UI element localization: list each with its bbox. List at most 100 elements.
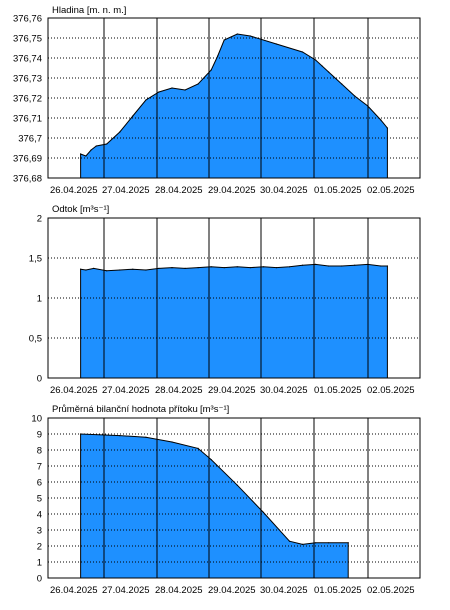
y-tick-label: 9 (37, 430, 42, 441)
x-tick-label: 29.04.2025 (208, 385, 256, 396)
data-point (184, 89, 186, 91)
data-point (380, 265, 382, 267)
data-point (386, 127, 388, 129)
x-tick-label: 27.04.2025 (102, 585, 150, 596)
data-point (315, 542, 317, 544)
data-point (171, 441, 173, 443)
data-point (93, 267, 95, 269)
y-tick-label: 376,68 (13, 174, 42, 185)
data-point (197, 447, 199, 449)
data-point (262, 511, 264, 513)
data-point (328, 265, 330, 267)
data-point (217, 55, 219, 57)
x-tick-label: 01.05.2025 (314, 185, 362, 196)
x-tick-label: 30.04.2025 (260, 385, 308, 396)
data-point (249, 267, 251, 269)
series-area (80, 433, 349, 579)
data-point (90, 149, 92, 151)
x-tick-label: 26.04.2025 (50, 185, 98, 196)
y-tick-label: 376,75 (13, 34, 42, 45)
data-point (236, 33, 238, 35)
y-tick-label: 1 (37, 558, 42, 569)
chart-panel-1: 376,68 376,69 376,7 376,71 376,72 376,73 376,7… (13, 5, 421, 196)
x-tick-label: 27.04.2025 (102, 385, 150, 396)
data-point (328, 542, 330, 544)
data-point (347, 542, 349, 544)
data-point (145, 436, 147, 438)
y-tick-label: 2 (37, 214, 42, 225)
data-point (210, 459, 212, 461)
data-point (119, 269, 121, 271)
data-point (95, 145, 97, 147)
data-point (119, 435, 121, 437)
data-point (119, 131, 121, 133)
y-tick-label: 5 (37, 494, 42, 505)
y-tick-label: 376,76 (13, 14, 42, 25)
y-tick-label: 7 (37, 462, 42, 473)
plot-frame (47, 17, 421, 179)
data-point (80, 153, 82, 155)
data-point (197, 83, 199, 85)
data-point (158, 91, 160, 93)
data-point (301, 264, 304, 266)
data-point (85, 155, 87, 157)
data-point (80, 268, 82, 270)
data-point (315, 263, 317, 265)
x-tick-label: 02.05.2025 (367, 185, 415, 196)
chart-unit: [m³s⁻¹] (200, 404, 229, 415)
y-tick-label: 8 (37, 446, 42, 457)
x-tick-label: 26.04.2025 (50, 585, 98, 596)
data-point (380, 119, 382, 121)
x-tick-label: 01.05.2025 (314, 585, 362, 596)
y-tick-label: 376,74 (13, 54, 42, 65)
data-point (210, 266, 212, 268)
chart-panel-3: 0 1 2 3 4 5 6 7 8 9 10 26.04.2025 27.04.2025 28.04.20… (31, 404, 421, 596)
data-point (236, 266, 238, 268)
y-tick-label: 376,7 (18, 134, 42, 145)
data-point (301, 543, 304, 546)
y-tick-label: 1 (37, 294, 42, 305)
data-point (106, 270, 108, 272)
data-point (386, 265, 388, 267)
y-tick-label: 4 (37, 510, 42, 521)
data-point (288, 540, 291, 542)
data-point (171, 87, 173, 89)
data-point (132, 268, 134, 270)
data-point (354, 264, 356, 266)
y-tick-label: 0 (37, 574, 42, 585)
y-tick-label: 376,69 (13, 154, 42, 165)
data-point (158, 267, 160, 269)
data-point (223, 267, 225, 269)
data-point (132, 115, 134, 117)
x-tick-label: 01.05.2025 (314, 385, 362, 396)
data-point (341, 265, 343, 267)
data-point (341, 83, 343, 85)
series-area (80, 263, 388, 379)
data-point (301, 51, 304, 53)
chart-title: Průměrná bilanční hodnota přítoku (52, 404, 198, 415)
y-tick-label: 6 (37, 478, 42, 489)
chart-panel-2: 0 0,5 1 1,5 2 26.04.2025 27.04.2025 28.04.2025 2… (29, 204, 421, 396)
x-tick-label: 02.05.2025 (367, 385, 415, 396)
data-point (275, 267, 277, 269)
data-point (80, 433, 82, 435)
data-point (210, 69, 212, 71)
chart-title: Odtok [m³s⁻¹] (52, 204, 109, 215)
data-point (171, 267, 173, 269)
y-tick-label: 376,71 (13, 114, 42, 125)
x-tick-label: 30.04.2025 (260, 185, 308, 196)
y-tick-label: 2 (37, 542, 42, 553)
y-tick-label: 3 (37, 526, 42, 537)
x-tick-label: 02.05.2025 (367, 585, 415, 596)
y-tick-label: 1,5 (29, 254, 42, 265)
series-area (80, 33, 388, 179)
y-tick-label: 10 (31, 414, 42, 425)
data-point (184, 267, 186, 269)
data-point (249, 35, 251, 37)
x-tick-label: 29.04.2025 (208, 585, 256, 596)
data-point (106, 143, 108, 145)
data-point (288, 266, 291, 268)
x-tick-label: 28.04.2025 (155, 385, 203, 396)
y-tick-label: 376,73 (13, 74, 42, 85)
x-tick-label: 28.04.2025 (155, 185, 203, 196)
